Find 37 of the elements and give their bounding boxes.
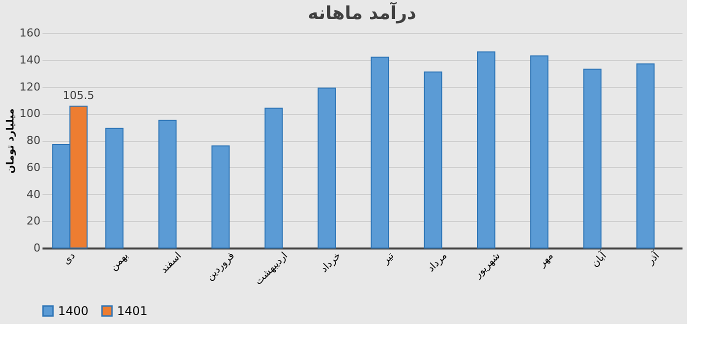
bar (158, 120, 177, 248)
x-tick-label: آبان (588, 248, 610, 270)
y-axis-title: میلیارد تومان (6, 108, 17, 174)
x-tick-label: شهریور (472, 250, 503, 282)
x-tick-label: اسفند (158, 250, 184, 276)
x-tick-label: آذر (643, 248, 663, 268)
y-tick-label: 20 (26, 214, 40, 228)
x-tick-label: مهر (536, 250, 556, 270)
bar (477, 51, 496, 248)
x-tick-label: تیر (380, 250, 396, 267)
chart-title: درآمد ماهانه (308, 1, 416, 24)
x-tick-label: مرداد (426, 250, 450, 274)
y-tick-label: 160 (20, 26, 40, 40)
y-tick-label: 60 (26, 160, 40, 174)
bar (530, 55, 548, 248)
y-tick-label: 100 (20, 107, 40, 120)
bar (318, 88, 336, 248)
bar (636, 63, 655, 248)
bar (583, 68, 602, 248)
bar (264, 108, 283, 248)
bar (424, 71, 442, 248)
x-tick-label: خرداد (318, 250, 344, 275)
bar (211, 145, 230, 248)
y-tick-label: 80 (26, 134, 40, 147)
x-tick-label: دی (61, 250, 78, 267)
y-tick-label: 140 (20, 53, 40, 66)
legend-label: 1400 (58, 304, 89, 318)
y-tick-label: 40 (26, 188, 40, 201)
y-tick-label: 120 (20, 80, 40, 94)
legend-label: 1401 (117, 304, 148, 318)
x-tick-label: فروردین (204, 250, 238, 283)
bar (105, 128, 124, 248)
x-tick-label: اردیبهشت (253, 250, 290, 288)
y-tick-label: 0 (34, 242, 40, 254)
bar (370, 56, 390, 248)
data-label: 105.5 (62, 89, 94, 102)
x-tick-label: بهمن (108, 250, 131, 273)
